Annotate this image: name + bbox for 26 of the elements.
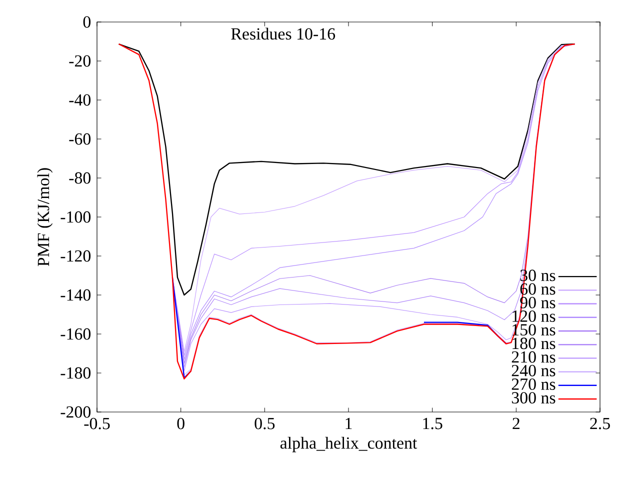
y-axis-title: PMF (KJ/mol)	[37, 168, 53, 266]
y-tick-label: -20	[69, 55, 91, 67]
chart-title: Residues 10-16	[231, 28, 336, 40]
y-tick-label: -160	[60, 328, 91, 340]
y-tick-label: -80	[69, 172, 91, 184]
legend-label: 210 ns	[512, 351, 556, 363]
y-tick-label: -200	[60, 406, 91, 418]
x-tick-label: 0	[177, 418, 184, 430]
y-tick-label: -100	[60, 211, 91, 223]
x-tick-label: 2.5	[590, 418, 610, 430]
legend-label: 270 ns	[512, 378, 556, 390]
y-tick-label: -180	[60, 367, 91, 379]
x-tick-label: 2	[512, 418, 520, 430]
y-tick-label: -120	[60, 250, 91, 262]
x-axis-title: alpha_helix_content	[280, 436, 418, 452]
x-tick-label: 1	[346, 418, 352, 430]
x-tick-label: 1.5	[423, 418, 442, 430]
y-tick-label: 0	[83, 16, 91, 28]
legend-label: 300 ns	[512, 392, 556, 404]
legend-label: 180 ns	[512, 338, 556, 350]
y-tick-label: -140	[60, 289, 91, 301]
x-tick-label: 0.5	[254, 418, 275, 430]
y-tick-label: -40	[69, 94, 91, 106]
legend-label: 240 ns	[512, 364, 556, 376]
x-tick-label: -0.5	[84, 418, 110, 430]
y-tick-label: -60	[69, 133, 91, 145]
